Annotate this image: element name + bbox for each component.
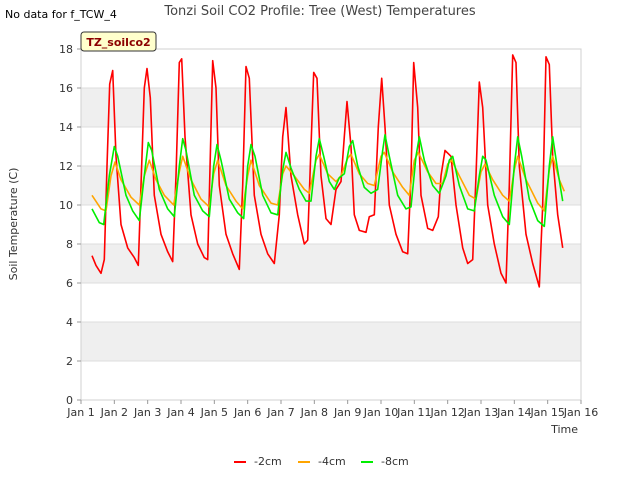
plot-band	[81, 283, 581, 322]
x-tick-label: Jan 10	[363, 406, 398, 419]
plot-band	[81, 361, 581, 400]
y-tick-label: 6	[66, 277, 73, 290]
series-lines	[91, 54, 566, 288]
y-tick-label: 16	[59, 82, 73, 95]
x-tick-label: Jan 8	[300, 406, 328, 419]
x-tick-label: Jan 1	[66, 406, 94, 419]
y-tick-label: 8	[66, 238, 73, 251]
x-tick-label: Jan 3	[133, 406, 161, 419]
plot-band	[81, 88, 581, 127]
x-tick-label: Jan 14	[496, 406, 531, 419]
x-tick-label: Jan 16	[563, 406, 598, 419]
y-tick-label: 12	[59, 160, 73, 173]
legend-label: -8cm	[381, 455, 409, 468]
y-axis-ticks: 0 2 4 6 8 10 12 14 16 18	[59, 43, 81, 407]
series-line-2cmcm	[91, 54, 564, 288]
y-tick-label: 10	[59, 199, 73, 212]
legend-item: -4cm	[298, 455, 346, 468]
chart-title: Tonzi Soil CO2 Profile: Tree (West) Temp…	[163, 4, 476, 19]
badge-box	[80, 31, 157, 52]
x-tick-label: Jan 5	[200, 406, 228, 419]
x-tick-label: Jan 13	[463, 406, 498, 419]
x-tick-label: Jan 4	[166, 406, 194, 419]
dataset-badge: TZ_soilco2	[80, 31, 157, 52]
plot-frame	[80, 48, 582, 401]
x-tick-label: Jan 9	[333, 406, 361, 419]
y-tick-label: 18	[59, 43, 73, 56]
x-tick-label: Jan 2	[100, 406, 128, 419]
x-tick-label: Jan 11	[396, 406, 431, 419]
series-line-4cmcm	[91, 151, 566, 212]
plot-band	[81, 322, 581, 361]
x-tick-label: Jan 15	[529, 406, 564, 419]
legend-label: -4cm	[318, 455, 346, 468]
plot-band	[81, 127, 581, 166]
legend-label: -2cm	[254, 455, 282, 468]
legend: -2cm -4cm -8cm	[234, 455, 409, 468]
plot-band	[81, 244, 581, 283]
no-data-note: No data for f_TCW_4	[5, 8, 117, 21]
x-axis-ticks: Jan 1 Jan 2 Jan 3 Jan 4 Jan 5 Jan 6 Jan 7 Jan 8…	[66, 400, 598, 419]
y-tick-label: 14	[59, 121, 73, 134]
y-tick-label: 0	[66, 394, 73, 407]
x-tick-label: Jan 6	[233, 406, 261, 419]
legend-item: -8cm	[361, 455, 409, 468]
plot-band	[81, 49, 581, 88]
x-tick-label: Jan 7	[266, 406, 294, 419]
y-axis-label: Soil Temperature (C)	[7, 168, 20, 281]
x-tick-label: Jan 12	[429, 406, 464, 419]
x-axis-label: Time	[550, 423, 578, 436]
series-line-8cmcm	[91, 134, 564, 228]
legend-item: -2cm	[234, 455, 282, 468]
badge-label: TZ_soilco2	[86, 36, 150, 49]
y-tick-label: 2	[66, 355, 73, 368]
y-tick-label: 4	[66, 316, 73, 329]
